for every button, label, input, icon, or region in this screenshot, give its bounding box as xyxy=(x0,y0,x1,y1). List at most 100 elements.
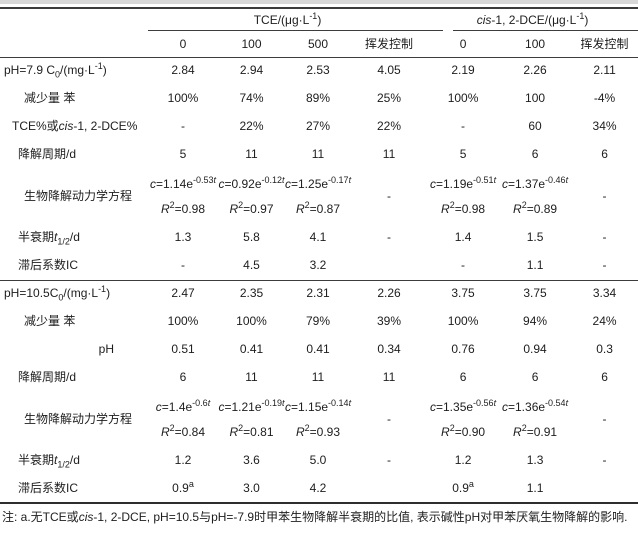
table-cell: 1.3 xyxy=(526,453,544,468)
table-cell: 2.26 xyxy=(523,63,547,78)
table-cell: - xyxy=(387,188,392,203)
table-cell: - xyxy=(602,230,607,245)
column-header: 500 xyxy=(285,31,351,58)
row-label: 生物降解动力学方程 xyxy=(24,188,133,203)
table-cell: 89% xyxy=(305,91,331,106)
table-cell: 3.75 xyxy=(499,279,572,308)
table-cell: 1.5 xyxy=(526,230,544,245)
table-cell: - xyxy=(461,257,466,272)
table-cell: 100% xyxy=(167,314,199,329)
table-cell: 0.3 xyxy=(596,342,613,357)
table-cell: 0.9a xyxy=(427,475,500,504)
table-cell: 60 xyxy=(528,119,542,134)
table-cell: 4.2 xyxy=(285,475,351,504)
table-row: 减少量 苯 100% 100% 79% 39% 100% 94% 24% xyxy=(0,308,638,336)
table-cell xyxy=(351,252,427,280)
table-cell: 0.9a xyxy=(148,475,218,504)
table-cell: - xyxy=(602,257,607,272)
table-cell: 79% xyxy=(305,314,331,329)
column-header: 0 xyxy=(427,31,500,58)
table-cell xyxy=(571,475,638,504)
table-row: pH 0.51 0.41 0.41 0.34 0.76 0.94 0.3 xyxy=(0,336,638,364)
row-label: 降解周期/d xyxy=(18,147,77,162)
row-label: 滞后系数IC xyxy=(18,257,79,272)
table-cell: 1.2 xyxy=(174,453,192,468)
table-cell: 4.05 xyxy=(377,63,401,78)
table-cell: c=1.14e-0.53t R2=0.98 xyxy=(149,174,217,216)
table-cell: 6 xyxy=(459,370,467,385)
table-row: pH=10.5C0/(mg·L-1) 2.47 2.35 2.31 2.26 3.75 3.… xyxy=(0,279,638,308)
table-cell: c=1.4e-0.6t R2=0.84 xyxy=(155,397,211,439)
table-cell: 1.3 xyxy=(174,230,192,245)
row-label: 降解周期/d xyxy=(18,370,77,385)
table-cell: 100% xyxy=(236,314,267,329)
table-row: 滞后系数IC 0.9a 3.0 4.2 0.9a 1.1 xyxy=(0,475,638,504)
row-label: 半衰期t1/2/d xyxy=(18,453,80,470)
table-cell: 11 xyxy=(245,370,258,385)
row-label: pH=7.9 C0/(mg·L-1) xyxy=(4,61,107,80)
table-cell: 0.41 xyxy=(306,342,330,357)
table-cell: 1.1 xyxy=(526,257,544,272)
table-cell: 24% xyxy=(592,314,617,329)
subheader-row: 0 100 500 挥发控制 0 100 挥发控制 xyxy=(0,31,638,58)
table-cell: 3.75 xyxy=(427,279,500,308)
table-cell: 2.94 xyxy=(239,63,264,78)
table-cell: 94% xyxy=(523,314,548,329)
table-cell: 22% xyxy=(377,119,402,134)
table-row: 滞后系数IC - 4.5 3.2 - 1.1 - xyxy=(0,252,638,280)
column-header: 100 xyxy=(218,31,285,58)
table-cell: 11 xyxy=(245,147,258,162)
column-header: 0 xyxy=(148,31,218,58)
table-cell: c=1.35e-0.56t R2=0.90 xyxy=(430,397,497,439)
row-label: TCE%或cis-1, 2-DCE% xyxy=(12,119,138,134)
table-cell: 6 xyxy=(601,370,608,385)
table-cell: 5 xyxy=(179,147,187,162)
top-strip xyxy=(0,0,638,4)
table-row: 降解周期/d 5 11 11 11 5 6 6 xyxy=(0,141,638,169)
footnote: 注: a.无TCE或cis-1, 2-DCE, pH=10.5与pH=-7.9时… xyxy=(2,510,628,524)
row-label: 半衰期t1/2/d xyxy=(18,230,80,247)
table-cell: 2.84 xyxy=(171,63,195,78)
table-cell: 3.0 xyxy=(218,475,285,504)
table-cell: 5.0 xyxy=(309,453,327,468)
table-row: 生物降解动力学方程 c=1.4e-0.6t R2=0.84 c=1.21e-0.19t… xyxy=(0,392,638,447)
table-cell: 6 xyxy=(531,147,539,162)
table-cell: 6 xyxy=(179,370,187,385)
table-cell: 100% xyxy=(167,91,199,106)
table-cell: 11 xyxy=(382,147,396,162)
table-cell: 74% xyxy=(239,91,264,106)
row-label: 生物降解动力学方程 xyxy=(24,411,133,426)
table-row: pH=7.9 C0/(mg·L-1) 2.84 2.94 2.53 4.05 2.19 2.… xyxy=(0,57,638,85)
table-cell: 11 xyxy=(311,370,325,385)
table-cell: 1.2 xyxy=(454,453,472,468)
table-cell: - xyxy=(181,119,185,134)
table-cell: 2.19 xyxy=(451,63,475,78)
table-cell: c=1.15e-0.14t R2=0.93 xyxy=(285,397,352,439)
table-cell: 100 xyxy=(525,91,546,106)
table-cell: c=1.19e-0.51t R2=0.98 xyxy=(430,174,497,216)
table-cell: 3.34 xyxy=(571,279,638,308)
table-cell: 2.47 xyxy=(148,279,218,308)
tce-group-header: TCE/(μg·L-1) xyxy=(148,8,444,31)
table-cell: 2.11 xyxy=(593,63,616,78)
row-label: pH xyxy=(98,342,114,357)
table-cell: 11 xyxy=(382,370,396,385)
table-cell: - xyxy=(602,453,607,468)
dce-group-header: cis-1, 2-DCE/(μg·L-1) xyxy=(427,8,638,31)
table-cell: 22% xyxy=(239,119,264,134)
column-header: 挥发控制 xyxy=(571,31,638,58)
table-cell: 2.31 xyxy=(285,279,351,308)
empty-label-header xyxy=(0,31,148,58)
table-cell: 39% xyxy=(377,314,402,329)
table-row: 减少量 苯 100% 74% 89% 25% 100% 100 -4% xyxy=(0,85,638,113)
row-label: pH=10.5C0/(mg·L-1) xyxy=(0,279,148,308)
table-cell: 2.35 xyxy=(218,279,285,308)
table-cell: 34% xyxy=(592,119,617,134)
empty-corner-cell xyxy=(0,8,148,31)
table-cell: 0.51 xyxy=(171,342,195,357)
table-cell: 2.26 xyxy=(351,279,428,308)
table-cell: c=1.25e-0.17t R2=0.87 xyxy=(285,174,352,216)
results-table: TCE/(μg·L-1) cis-1, 2-DCE/(μg·L-1) 0 100 5… xyxy=(0,7,638,504)
table-cell: 1.4 xyxy=(454,230,472,245)
